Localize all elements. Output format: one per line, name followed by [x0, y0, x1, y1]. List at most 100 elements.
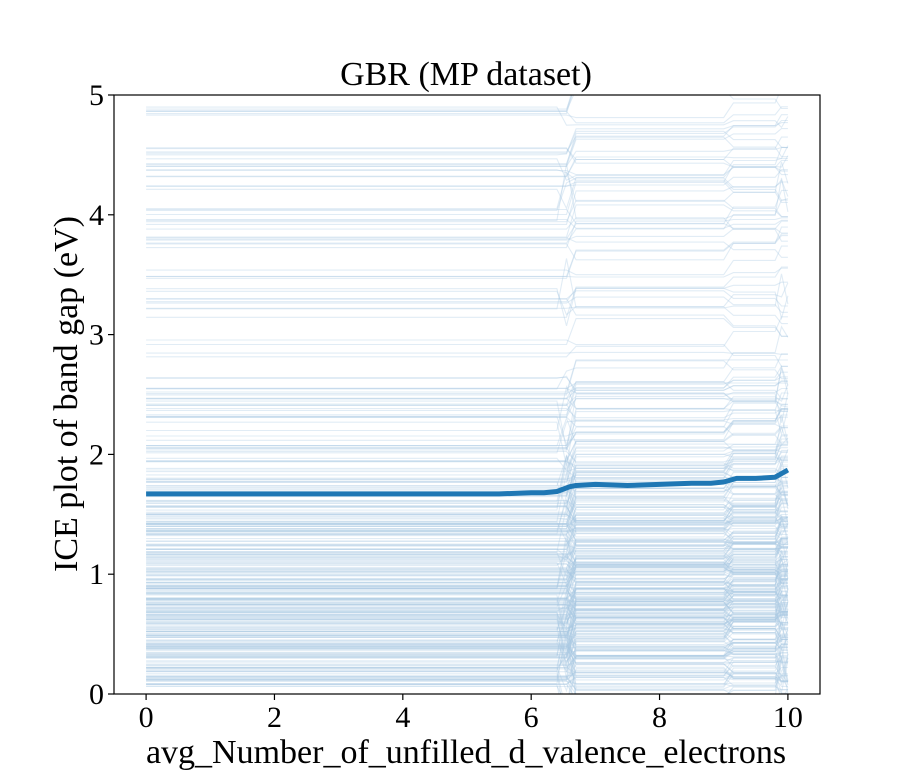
ice-line [146, 581, 788, 613]
ice-line [146, 543, 788, 577]
ice-line [146, 530, 788, 555]
ice-line [146, 594, 789, 644]
ice-line [146, 538, 788, 570]
ice-line [146, 483, 788, 516]
ice-line [146, 526, 788, 559]
ice-line [146, 95, 572, 112]
ice-line [146, 499, 788, 514]
ice-line [146, 485, 788, 530]
ice-line [146, 598, 789, 668]
ice-line [146, 566, 788, 581]
ice-line [146, 611, 788, 625]
ice-line [146, 536, 788, 595]
ice-line [146, 159, 788, 176]
ice-line [146, 474, 788, 495]
ice-line [146, 631, 788, 649]
ice-line [146, 575, 788, 625]
ice-line [146, 106, 788, 124]
ice-line [146, 597, 789, 657]
ice-line [146, 464, 788, 515]
ice-line [146, 487, 788, 550]
ice-line [146, 676, 733, 694]
ice-line [146, 675, 788, 691]
ice-line [146, 455, 788, 524]
ice-line [146, 427, 788, 462]
ice-line [146, 607, 788, 624]
ice-line [146, 397, 788, 419]
ice-line [146, 586, 788, 613]
ice-line [146, 599, 788, 630]
ice-line [146, 537, 788, 581]
ice-line [146, 551, 788, 583]
ice-line [146, 604, 788, 659]
ice-line [146, 387, 788, 412]
ice-line [146, 599, 789, 642]
ice-line [146, 472, 788, 508]
ice-line [146, 626, 789, 683]
ice-line [146, 407, 788, 419]
ice-line [146, 678, 788, 691]
ice-line [146, 668, 789, 694]
ice-line [146, 208, 788, 234]
ice-line [146, 680, 725, 694]
ice-line [146, 503, 788, 533]
ice-line [146, 258, 789, 310]
ice-line [146, 499, 788, 530]
ice-line [146, 644, 788, 670]
ice-line [146, 569, 788, 580]
ice-line [146, 537, 788, 600]
ice-line [146, 392, 788, 450]
ice-line [146, 603, 788, 636]
ice-line [146, 451, 788, 494]
ice-line [146, 447, 788, 483]
ice-line [146, 513, 788, 546]
ice-line [146, 233, 788, 278]
ice-line [146, 298, 788, 338]
ice-line [146, 597, 788, 614]
ice-line [146, 664, 788, 681]
ice-line [146, 655, 789, 694]
ice-line [146, 565, 788, 594]
ice-line [146, 569, 788, 588]
ice-line [146, 581, 789, 648]
ice-line [146, 523, 788, 541]
ice-line [146, 559, 789, 628]
ice-line [146, 613, 788, 659]
ice-line [146, 591, 788, 597]
ice-line [146, 181, 788, 225]
ice-line [146, 629, 789, 694]
ice-line [146, 594, 788, 629]
ice-line [146, 146, 788, 167]
ice-line [146, 564, 788, 580]
ice-line [146, 585, 788, 620]
ice-line [146, 613, 788, 654]
ice-line [146, 588, 788, 617]
ice-line [146, 495, 788, 533]
ice-line [146, 505, 788, 525]
ice-line [146, 367, 789, 432]
ice-line [146, 461, 788, 525]
ice-line [146, 501, 788, 531]
ice-line [146, 606, 789, 636]
ice-line [146, 158, 788, 177]
ice-line [146, 506, 788, 538]
ice-line [146, 561, 788, 575]
ice-line [146, 503, 788, 521]
ice-line [146, 169, 789, 202]
ice-line [146, 642, 788, 674]
ice-line [146, 587, 789, 656]
ice-line [146, 613, 788, 650]
ice-line [146, 563, 788, 576]
ice-line [146, 235, 788, 279]
y-tick-label: 1 [89, 558, 104, 591]
ice-line [146, 529, 788, 553]
ice-line [146, 471, 788, 494]
ice-line [146, 610, 788, 645]
ice-line [146, 585, 788, 599]
ice-line [146, 95, 573, 115]
ice-line [146, 437, 789, 472]
ice-line [146, 556, 788, 615]
ice-line [146, 545, 788, 577]
ice-line [146, 155, 789, 210]
ice-line [146, 548, 788, 584]
